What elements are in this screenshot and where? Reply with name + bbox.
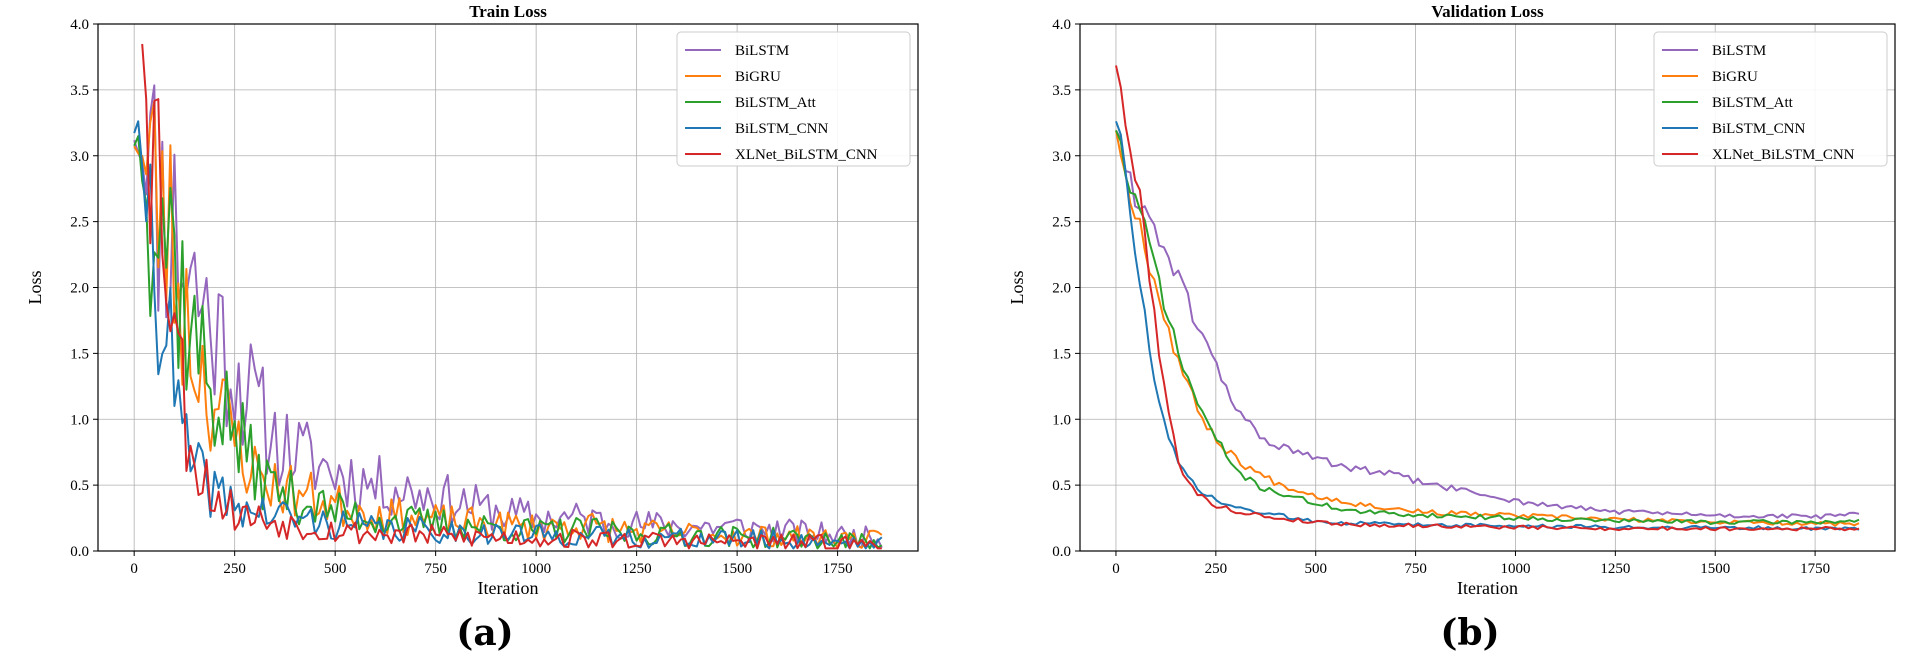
legend-box (676, 31, 911, 167)
x-tick-label: 1500 (722, 561, 752, 577)
y-tick-label: 4.0 (1052, 17, 1071, 33)
legend: BiLSTM BiGRU BiLSTM_Att BiLSTM_CNN XLNet_BiL… (676, 31, 911, 167)
y-tick-label: 3.5 (1052, 83, 1071, 99)
series-line-bigru (1115, 130, 1860, 527)
legend-label: BiLSTM_CNN (1712, 121, 1806, 137)
x-tick-label: 500 (1304, 561, 1327, 577)
legend-label: XLNet_BiLSTM_CNN (1712, 147, 1855, 163)
y-tick-label: 0.0 (1052, 544, 1071, 560)
y-tick-label: 2.5 (70, 215, 89, 231)
x-tick-label: 1750 (1800, 561, 1830, 577)
x-tick-label: 1000 (521, 561, 551, 577)
legend-label: BiLSTM_Att (1712, 95, 1794, 111)
series-line-bigru (133, 100, 883, 549)
chart-panel-1: 0 250 500 750 1000 1250 1500 1750 0.0 0.5 1.0 1.5 2.… (25, 2, 919, 654)
x-tick-label: 1250 (1600, 561, 1630, 577)
series-line-bilstm (1115, 129, 1860, 520)
legend-label: BiGRU (1712, 69, 1758, 85)
legend-label: BiLSTM (735, 43, 789, 59)
legend-label: XLNet_BiLSTM_CNN (735, 147, 878, 163)
series-line-bilstm-cnn (1115, 120, 1860, 531)
x-tick-label: 1750 (823, 561, 853, 577)
chart-title: Validation Loss (1431, 2, 1544, 21)
x-tick-label: 1500 (1700, 561, 1730, 577)
x-axis-title: Iteration (478, 578, 539, 598)
y-axis-title: Loss (1007, 270, 1027, 304)
series-line-xlnet-bilstm-cnn (141, 43, 882, 550)
chart-panel-2: 0 250 500 750 1000 1250 1500 1750 0.0 0.5 1.0 1.5 2.… (1007, 2, 1896, 654)
x-axis-title: Iteration (1457, 578, 1518, 598)
x-tick-label: 750 (1404, 561, 1427, 577)
x-tick-label: 0 (130, 561, 138, 577)
x-tick-label: 1250 (622, 561, 652, 577)
y-tick-label: 3.5 (70, 83, 89, 99)
y-tick-label: 2.5 (1052, 215, 1071, 231)
x-tick-label: 500 (324, 561, 347, 577)
y-tick-label: 3.0 (1052, 149, 1071, 165)
y-tick-label: 0.0 (70, 544, 89, 560)
legend-box (1653, 31, 1888, 167)
y-tick-label: 0.5 (70, 478, 89, 494)
y-tick-label: 1.5 (1052, 346, 1071, 362)
legend-label: BiLSTM_CNN (735, 121, 829, 137)
y-tick-label: 1.5 (70, 346, 89, 362)
series-line-bilstm-att (1115, 130, 1860, 525)
y-tick-label: 0.5 (1052, 478, 1071, 494)
panel-label: (a) (456, 612, 513, 654)
y-tick-label: 1.0 (1052, 412, 1071, 428)
panel-label: (b) (1440, 612, 1499, 654)
x-tick-label: 250 (1205, 561, 1228, 577)
y-tick-label: 3.0 (70, 149, 89, 165)
x-tick-label: 750 (424, 561, 447, 577)
legend-label: BiLSTM (1712, 43, 1766, 59)
x-tick-label: 1000 (1500, 561, 1530, 577)
x-tick-label: 250 (223, 561, 246, 577)
series-line-bilstm-cnn (133, 120, 883, 550)
y-axis-title: Loss (25, 270, 45, 304)
y-tick-label: 4.0 (70, 17, 89, 33)
legend-label: BiLSTM_Att (735, 95, 817, 111)
y-tick-label: 2.0 (70, 281, 89, 297)
x-tick-label: 0 (1112, 561, 1120, 577)
chart-title: Train Loss (469, 2, 547, 21)
series-line-xlnet-bilstm-cnn (1115, 65, 1860, 532)
y-tick-label: 1.0 (70, 412, 89, 428)
legend-label: BiGRU (735, 69, 781, 85)
legend: BiLSTM BiGRU BiLSTM_Att BiLSTM_CNN XLNet_BiL… (1653, 31, 1888, 167)
y-tick-label: 2.0 (1052, 281, 1071, 297)
